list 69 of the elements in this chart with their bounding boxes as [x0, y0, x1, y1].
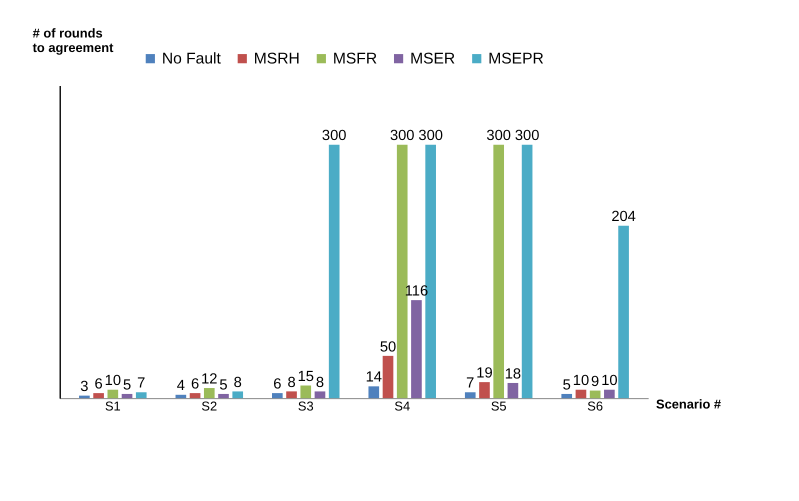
data-label: 10	[104, 373, 121, 390]
legend-label: MSER	[410, 50, 456, 68]
bar	[314, 391, 326, 398]
bar	[107, 390, 118, 398]
data-label: 6	[190, 376, 200, 393]
bar	[368, 386, 380, 398]
data-label: 12	[201, 371, 218, 388]
bar	[122, 394, 132, 398]
data-label: 8	[234, 374, 242, 391]
data-label: 7	[137, 376, 146, 392]
data-label: 9	[591, 374, 600, 390]
legend-label: MSRH	[254, 50, 300, 68]
data-label: 8	[316, 374, 324, 391]
data-label: 300	[390, 128, 414, 144]
bar	[618, 226, 629, 398]
data-label: 300	[418, 128, 443, 144]
bar	[479, 382, 490, 398]
data-label: 10	[572, 373, 590, 390]
data-label: 15	[298, 368, 314, 385]
x-tick-label: S5	[490, 398, 507, 414]
data-label: 8	[287, 374, 296, 391]
data-label: 6	[273, 376, 282, 393]
data-label: 300	[486, 128, 511, 144]
bar	[604, 390, 615, 398]
data-label: 3	[80, 379, 88, 396]
bar	[300, 386, 312, 398]
bar	[190, 393, 200, 398]
bar	[522, 144, 532, 398]
bar	[136, 392, 147, 398]
bar	[204, 388, 215, 398]
data-label: 18	[504, 366, 522, 382]
legend-label: MSFR	[332, 50, 378, 68]
bar	[232, 391, 244, 398]
bar	[411, 300, 422, 398]
bar	[590, 390, 600, 398]
bar	[328, 144, 340, 398]
legend-label: MSEPR	[488, 50, 544, 68]
x-tick-label: S2	[201, 398, 218, 414]
legend-label: No Fault	[162, 50, 222, 68]
data-label: 19	[476, 366, 493, 382]
data-label: 10	[601, 373, 618, 390]
bar	[286, 391, 297, 398]
bar	[218, 394, 229, 398]
bar	[464, 392, 476, 398]
bar	[508, 382, 518, 398]
x-tick-label: S4	[394, 398, 410, 414]
bar	[79, 396, 90, 398]
bar	[93, 393, 104, 398]
data-label: 300	[322, 128, 346, 144]
data-label: 6	[94, 376, 103, 393]
x-tick-label: S1	[104, 398, 121, 414]
x-axis-title: Scenario #	[656, 396, 722, 412]
data-label: 5	[562, 377, 571, 394]
y-axis-title: # of rounds to agreement	[32, 25, 114, 55]
x-tick-label: S6	[587, 398, 604, 414]
bar	[382, 356, 394, 398]
data-label: 4	[176, 378, 185, 394]
data-label: 5	[219, 377, 228, 394]
data-label: 50	[380, 339, 396, 356]
bar	[493, 144, 504, 398]
bar	[561, 394, 572, 398]
x-tick-label: S3	[298, 398, 314, 414]
bar	[576, 390, 586, 398]
data-label: 7	[466, 376, 474, 392]
bar	[272, 393, 283, 398]
data-label: 14	[366, 370, 382, 386]
data-label: 204	[611, 209, 636, 226]
data-label: 300	[514, 128, 540, 144]
data-label: 5	[122, 377, 132, 394]
